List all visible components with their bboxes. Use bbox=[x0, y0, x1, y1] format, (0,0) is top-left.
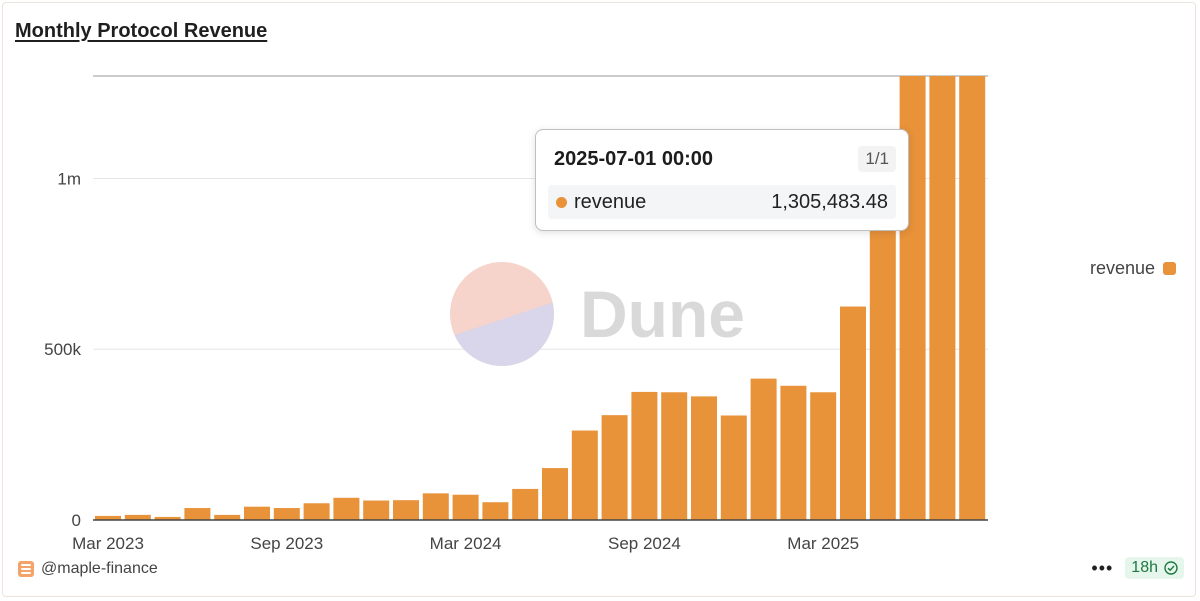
refresh-badge[interactable]: 18h bbox=[1125, 557, 1184, 579]
bar[interactable] bbox=[869, 178, 896, 520]
bar[interactable] bbox=[810, 392, 837, 520]
bar[interactable] bbox=[303, 503, 330, 520]
tooltip-series-name: revenue bbox=[574, 191, 647, 213]
check-circle-icon bbox=[1164, 561, 1178, 575]
y-tick-label: 0 bbox=[72, 511, 81, 530]
y-axis-ticks: 0 500k 1m bbox=[44, 169, 81, 530]
x-tick-label: Mar 2023 bbox=[72, 534, 144, 553]
legend-label: revenue bbox=[1090, 258, 1156, 278]
author-link[interactable]: @maple-finance bbox=[17, 560, 158, 578]
tooltip-value: 1,305,483.48 bbox=[771, 191, 888, 213]
bar[interactable] bbox=[661, 392, 688, 520]
bar[interactable] bbox=[840, 306, 866, 520]
bar[interactable] bbox=[184, 508, 211, 520]
bar[interactable] bbox=[124, 514, 151, 520]
x-tick-label: Mar 2025 bbox=[787, 534, 859, 553]
tooltip-date: 2025-07-01 00:00 bbox=[554, 148, 714, 170]
bar[interactable] bbox=[929, 76, 956, 520]
bar[interactable] bbox=[601, 415, 628, 520]
tooltip-row: revenue 1,305,483.48 bbox=[548, 185, 896, 219]
maple-logo-icon bbox=[18, 561, 34, 577]
bar[interactable] bbox=[214, 514, 241, 520]
bar[interactable] bbox=[154, 516, 181, 520]
bar[interactable] bbox=[422, 493, 449, 520]
bar[interactable] bbox=[542, 468, 568, 520]
bar[interactable] bbox=[244, 506, 270, 520]
bar[interactable] bbox=[363, 500, 390, 520]
bar[interactable] bbox=[452, 494, 479, 520]
tooltip: 2025-07-01 00:00 1/1 revenue 1,305,483.4… bbox=[535, 129, 909, 231]
bar[interactable] bbox=[959, 76, 986, 520]
more-options-icon[interactable]: ••• bbox=[1091, 557, 1114, 578]
bar[interactable] bbox=[780, 385, 807, 520]
bar[interactable] bbox=[750, 378, 777, 520]
bar[interactable] bbox=[512, 488, 539, 520]
dune-logo-icon bbox=[450, 262, 554, 366]
bar[interactable] bbox=[720, 415, 747, 520]
bar[interactable] bbox=[691, 396, 717, 520]
bar[interactable] bbox=[333, 497, 360, 520]
legend[interactable]: revenue bbox=[1090, 258, 1177, 279]
x-tick-label: Sep 2023 bbox=[250, 534, 323, 553]
watermark-text: Dune bbox=[580, 277, 745, 351]
chart-title[interactable]: Monthly Protocol Revenue bbox=[15, 20, 268, 42]
x-tick-label: Mar 2024 bbox=[430, 534, 502, 553]
legend-swatch bbox=[1163, 262, 1177, 275]
dune-watermark: Dune bbox=[450, 262, 745, 366]
footer-actions: ••• 18h bbox=[1091, 557, 1184, 579]
refresh-time: 18h bbox=[1131, 559, 1158, 576]
series-dot-icon bbox=[556, 197, 567, 208]
bars bbox=[95, 76, 986, 520]
bar[interactable] bbox=[571, 430, 598, 520]
y-tick-label: 500k bbox=[44, 340, 81, 359]
bar[interactable] bbox=[482, 502, 509, 520]
author-name: @maple-finance bbox=[41, 560, 158, 577]
x-tick-label: Sep 2024 bbox=[608, 534, 681, 553]
bar[interactable] bbox=[393, 500, 419, 520]
bar[interactable] bbox=[95, 515, 121, 520]
y-tick-label: 1m bbox=[57, 169, 81, 188]
tooltip-count: 1/1 bbox=[858, 146, 896, 172]
bar[interactable] bbox=[273, 508, 300, 520]
x-axis-ticks: Mar 2023 Sep 2023 Mar 2024 Sep 2024 Mar 2025 bbox=[72, 534, 859, 553]
bar[interactable] bbox=[631, 391, 658, 520]
